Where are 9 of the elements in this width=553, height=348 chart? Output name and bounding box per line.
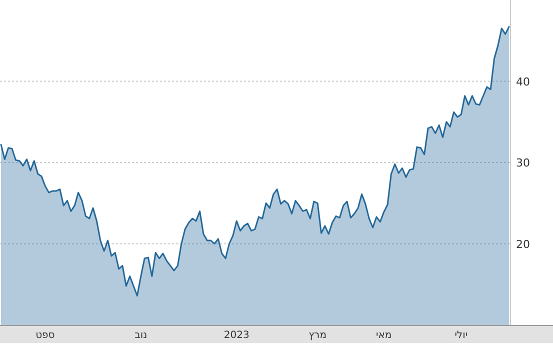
x-tick-label: נוב: [134, 330, 148, 341]
y-tick-label: 30: [516, 156, 530, 170]
x-tick-label: מרץ: [308, 330, 326, 341]
x-tick-label: מאי: [376, 330, 392, 341]
x-tick-label: יולי: [454, 330, 468, 341]
x-tick-label: 2023: [224, 330, 250, 341]
x-tick-label: ספט: [36, 330, 55, 341]
y-tick-label: 20: [516, 238, 530, 251]
y-tick-label: 40: [516, 75, 530, 88]
